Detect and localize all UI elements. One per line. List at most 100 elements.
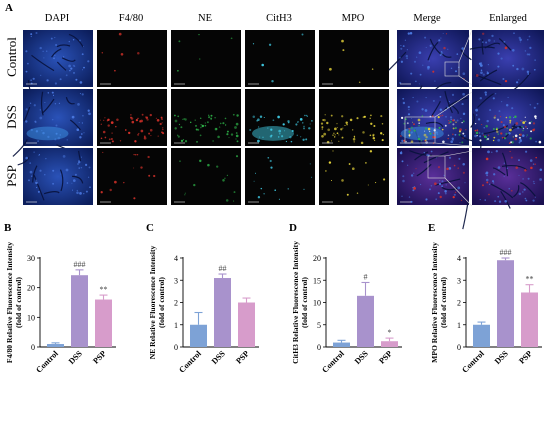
- significance-marker: ###: [500, 248, 512, 257]
- significance-marker: ###: [74, 260, 86, 269]
- zoom-connectors: [404, 29, 473, 207]
- bar-psp: [521, 292, 538, 347]
- micrograph-psp-enlarged: [472, 148, 544, 209]
- panel-letter-b: B: [4, 222, 12, 234]
- x-tick-label: Control: [460, 349, 486, 375]
- micrograph-row-labels: Control DSS PSP: [4, 37, 19, 187]
- micrograph-control-dapi: [23, 30, 93, 101]
- micrograph-control-mpo: [319, 30, 389, 87]
- y-tick-label: 10: [313, 299, 321, 308]
- y-tick-label: 30: [27, 254, 35, 263]
- micrograph-control-enlarged: [469, 30, 544, 92]
- bar-psp: [95, 299, 112, 347]
- chart-panel-b: B F4/80 Relative Fluorescence Intensity(f…: [4, 222, 116, 375]
- x-tick-label: DSS: [493, 349, 510, 366]
- column-header-dapi: DAPI: [45, 13, 70, 24]
- column-header-ne: NE: [198, 13, 212, 24]
- significance-marker: #: [364, 272, 368, 281]
- bar-control: [333, 342, 350, 347]
- x-tick-label: Control: [320, 349, 346, 375]
- column-header-mpo: MPO: [342, 13, 365, 24]
- row-label-control: Control: [4, 37, 19, 77]
- bar-dss: [71, 275, 88, 347]
- micrograph-dss-enlarged: [470, 89, 544, 159]
- micrograph-dss-f480: [97, 89, 167, 146]
- x-tick-label: PSP: [234, 349, 251, 366]
- chart-panel-e: E MPO Relative Fluorescence Intensity(fol…: [428, 222, 542, 375]
- y-tick-label: 20: [313, 254, 321, 263]
- y-tick-label: 3: [174, 276, 178, 285]
- x-tick-label: Control: [177, 349, 203, 375]
- x-tick-label: Control: [34, 349, 60, 375]
- y-tick-label: 5: [317, 321, 321, 330]
- micrograph-grid: [12, 30, 544, 230]
- panel-letter-c: C: [146, 222, 154, 234]
- significance-marker: **: [100, 285, 108, 294]
- micrograph-column-headers: DAPI F4/80 NE CitH3 MPO Merge Enlarged: [45, 13, 528, 24]
- significance-marker: *: [388, 328, 392, 337]
- y-axis-label: MPO Relative Fluorescence Intensity(fold…: [430, 242, 448, 363]
- bar-dss: [497, 260, 514, 347]
- micrograph-dss-cith3: [245, 89, 315, 146]
- x-tick-label: PSP: [91, 349, 108, 366]
- y-tick-label: 2: [174, 299, 178, 308]
- y-tick-label: 0: [31, 343, 35, 352]
- bar-control: [473, 324, 490, 347]
- micrograph-psp-dapi: [17, 148, 93, 205]
- bar-control: [190, 324, 207, 347]
- y-tick-label: 0: [174, 343, 178, 352]
- y-axis-label: F4/80 Relative Fluorescence Intensity(fo…: [5, 242, 23, 363]
- y-tick-label: 10: [27, 313, 35, 322]
- micrograph-psp-mpo: [319, 148, 389, 205]
- micrograph-dss-mpo: [319, 89, 389, 146]
- y-tick-label: 3: [457, 276, 461, 285]
- y-tick-label: 1: [457, 321, 461, 330]
- column-header-enlarged: Enlarged: [489, 13, 527, 24]
- micrograph-psp-ne: [171, 148, 241, 205]
- micrograph-control-merge: [388, 30, 472, 109]
- bar-dss: [357, 295, 374, 347]
- micrograph-control-ne: [171, 30, 241, 87]
- significance-marker: ##: [219, 264, 227, 273]
- micrograph-dss-ne: [171, 89, 241, 146]
- y-tick-label: 1: [174, 321, 178, 330]
- significance-marker: **: [526, 275, 534, 284]
- y-tick-label: 20: [27, 284, 35, 293]
- y-axis-label: CitH3 Relative Fluorescence Intensity(fo…: [291, 241, 309, 364]
- micrograph-control-f480: [97, 30, 167, 87]
- x-tick-label: PSP: [517, 349, 534, 366]
- y-tick-label: 4: [457, 254, 461, 263]
- panel-letter-d: D: [289, 222, 297, 234]
- x-tick-label: PSP: [377, 349, 394, 366]
- column-header-merge: Merge: [413, 13, 441, 24]
- bar-psp: [381, 341, 398, 347]
- y-axis-label: NE Relative Fluorescence Intensity(fold …: [148, 246, 166, 360]
- micrograph-psp-merge: [397, 148, 469, 230]
- x-tick-label: DSS: [67, 349, 84, 366]
- x-tick-label: DSS: [210, 349, 227, 366]
- micrograph-control-cith3: [245, 30, 315, 87]
- y-tick-label: 0: [457, 343, 461, 352]
- chart-panel-d: D CitH3 Relative Fluorescence Intensity(f…: [289, 222, 402, 375]
- panel-letter-a: A: [5, 2, 13, 14]
- y-tick-label: 4: [174, 254, 178, 263]
- y-tick-label: 15: [313, 276, 321, 285]
- bar-control: [47, 344, 64, 347]
- row-label-dss: DSS: [4, 105, 19, 129]
- chart-panel-c: C NE Relative Fluorescence Intensity(fold…: [146, 222, 259, 375]
- bar-charts: B F4/80 Relative Fluorescence Intensity(f…: [4, 222, 542, 375]
- micrograph-psp-cith3: [245, 148, 315, 205]
- micrograph-dss-merge: [397, 89, 474, 146]
- column-header-f480: F4/80: [119, 13, 144, 24]
- micrograph-dss-dapi: [12, 89, 93, 157]
- row-label-psp: PSP: [4, 165, 19, 187]
- panel-letter-e: E: [428, 222, 435, 234]
- y-tick-label: 0: [317, 343, 321, 352]
- y-tick-label: 2: [457, 299, 461, 308]
- micrograph-psp-f480: [97, 148, 167, 205]
- bar-psp: [238, 302, 255, 347]
- x-tick-label: DSS: [353, 349, 370, 366]
- column-header-cith3: CitH3: [266, 13, 292, 24]
- bar-dss: [214, 278, 231, 347]
